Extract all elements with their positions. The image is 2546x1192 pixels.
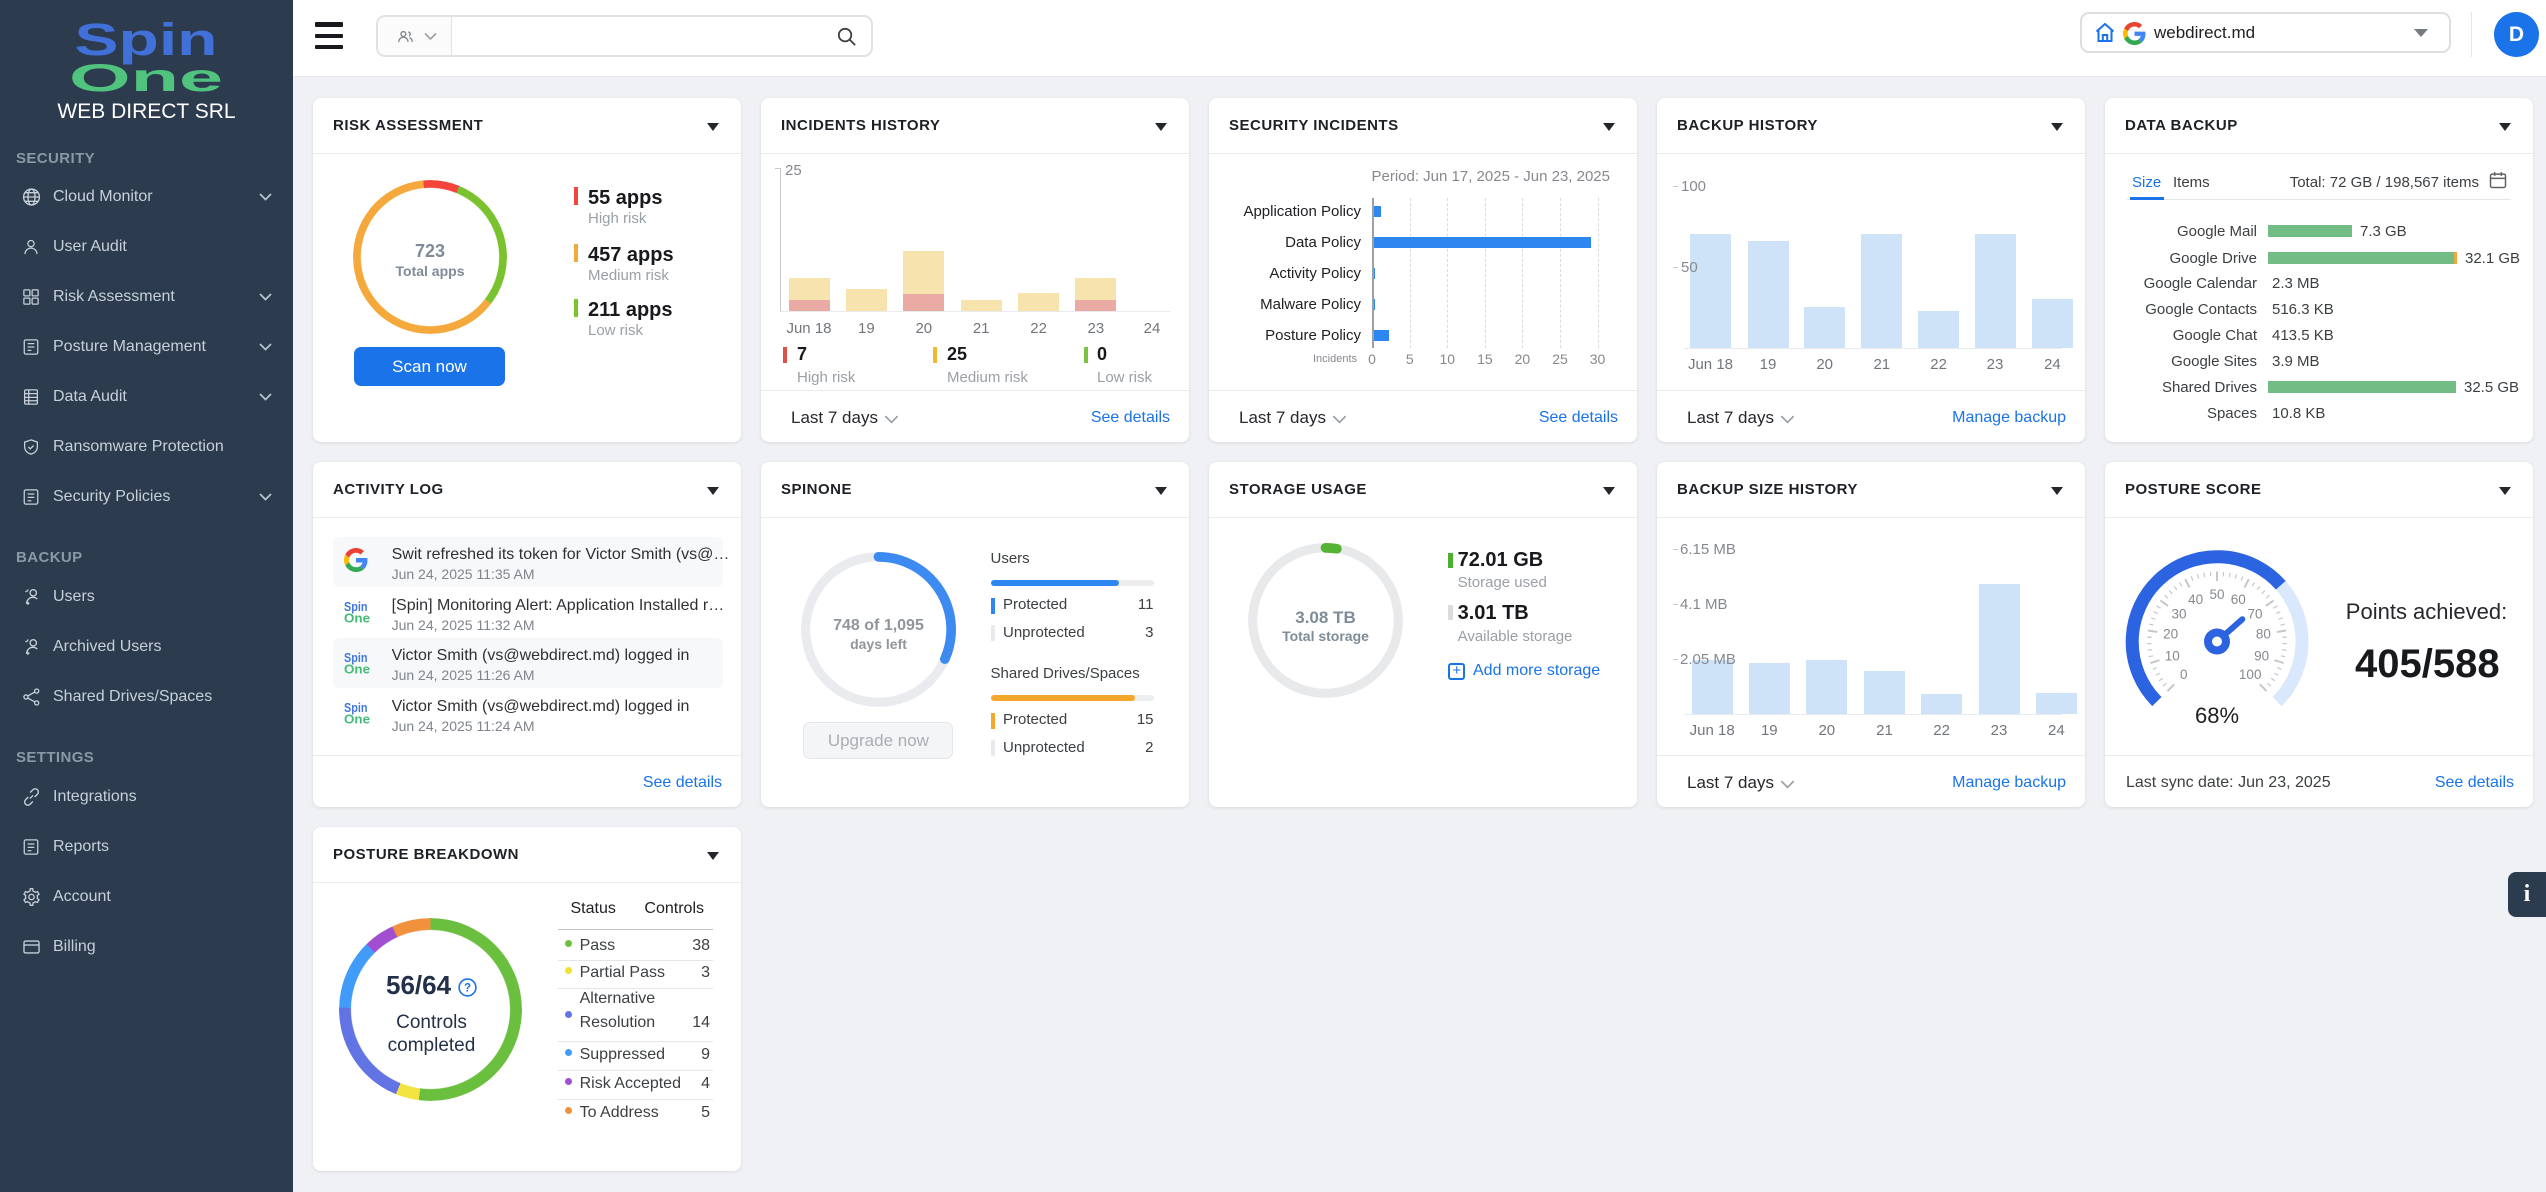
- svg-text:80: 80: [2256, 627, 2271, 642]
- svg-text:One: One: [344, 663, 370, 676]
- svg-text:One: One: [69, 57, 223, 100]
- svg-text:40: 40: [2188, 592, 2203, 607]
- svg-text:60: 60: [2231, 592, 2246, 607]
- svg-text:?: ?: [464, 983, 471, 995]
- svg-text:Spin: Spin: [344, 600, 368, 614]
- svg-text:90: 90: [2254, 649, 2269, 664]
- svg-text:50: 50: [2209, 587, 2224, 602]
- svg-text:70: 70: [2247, 606, 2262, 621]
- svg-text:Spin: Spin: [344, 651, 368, 665]
- svg-text:Spin: Spin: [75, 14, 218, 65]
- svg-text:100: 100: [2239, 667, 2262, 682]
- svg-text:20: 20: [2163, 627, 2178, 642]
- svg-text:Spin: Spin: [344, 701, 368, 715]
- svg-text:0: 0: [2180, 667, 2188, 682]
- svg-text:One: One: [344, 713, 370, 726]
- svg-text:10: 10: [2165, 649, 2180, 664]
- svg-text:30: 30: [2171, 606, 2186, 621]
- svg-text:One: One: [344, 612, 370, 625]
